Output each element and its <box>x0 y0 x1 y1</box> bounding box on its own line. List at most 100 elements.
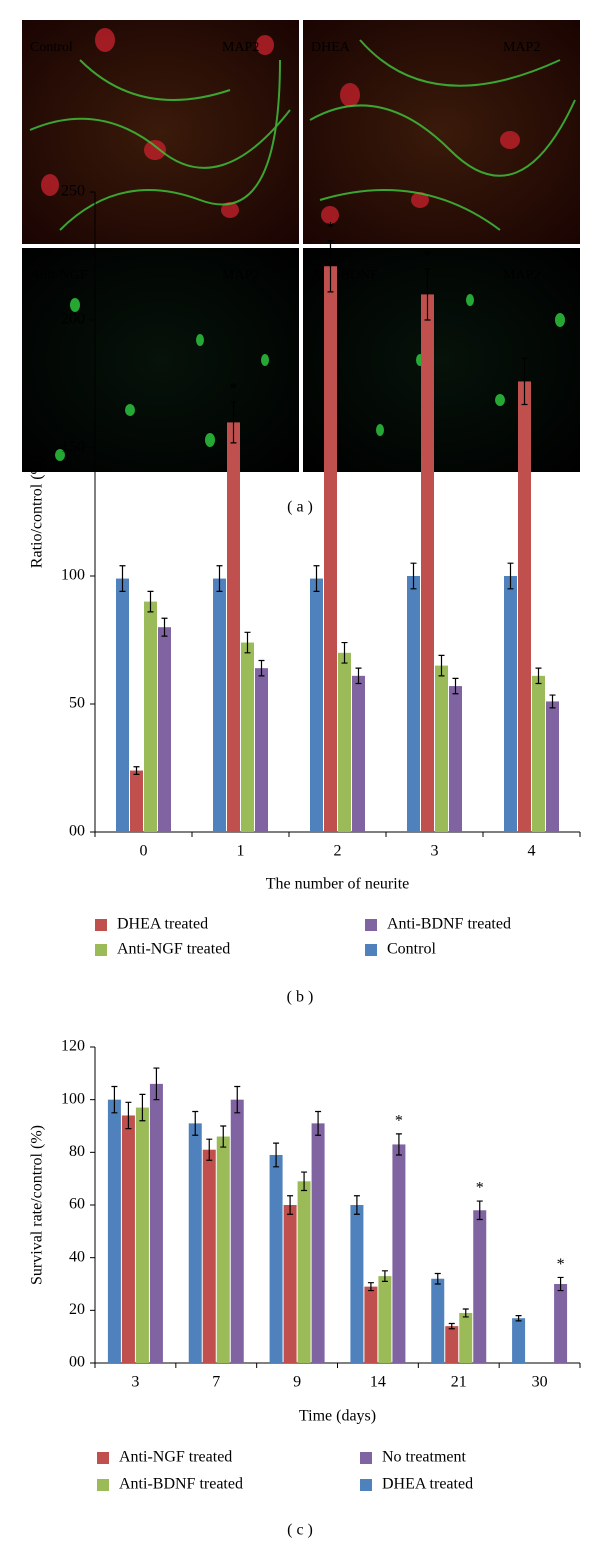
error-bar <box>147 590 154 613</box>
micrograph <box>303 20 580 244</box>
x-tick-label: 3 <box>131 1374 139 1391</box>
y-tick-label: 200 <box>61 311 85 328</box>
bar <box>213 578 226 832</box>
error-bar <box>244 631 251 654</box>
bar <box>392 1144 406 1363</box>
error-bar <box>119 565 126 592</box>
bar <box>297 1181 311 1363</box>
cells <box>41 28 520 224</box>
bar <box>227 422 240 832</box>
error-bar <box>410 562 417 590</box>
x-tick-label: 30 <box>532 1374 548 1391</box>
error-bar <box>462 1308 469 1318</box>
legend-label: Control <box>387 941 436 958</box>
legend-label: Anti-NGF treated <box>117 941 230 958</box>
bar <box>255 668 268 832</box>
x-axis-title: Time (days) <box>299 1408 376 1425</box>
error-bar <box>301 1171 308 1192</box>
error-bar <box>161 617 168 637</box>
bar <box>473 1210 487 1363</box>
caption: ( b ) <box>287 989 314 1006</box>
bar <box>158 627 171 832</box>
error-bar <box>367 1282 374 1292</box>
error-bar <box>521 357 528 406</box>
bar <box>435 665 448 832</box>
panel-label: Control <box>30 40 73 55</box>
x-tick-label: 9 <box>293 1374 301 1391</box>
x-tick-label: 14 <box>370 1374 386 1391</box>
error-bar <box>327 240 334 293</box>
error-bar <box>395 1133 402 1156</box>
bar <box>310 578 323 832</box>
bar <box>554 1284 568 1363</box>
y-tick-label: 100 <box>61 567 85 584</box>
y-tick-label: 100 <box>61 1090 85 1107</box>
bar <box>144 601 157 832</box>
neurites <box>29 39 576 231</box>
stain-label: MAP2 <box>503 268 540 283</box>
bar <box>269 1154 283 1363</box>
bar <box>364 1286 378 1363</box>
y-tick-label: 20 <box>69 1301 85 1318</box>
bar <box>532 675 545 832</box>
y-tick-label: 40 <box>69 1248 85 1265</box>
caption: ( c ) <box>287 1522 313 1539</box>
bar <box>518 381 531 832</box>
y-tick-label: 50 <box>69 695 85 712</box>
bar <box>512 1318 526 1363</box>
bar <box>324 266 337 832</box>
error-bar <box>438 654 445 677</box>
y-tick-label: 60 <box>69 1196 85 1213</box>
error-bar <box>216 565 223 592</box>
bar <box>107 1099 121 1363</box>
bar <box>378 1276 392 1363</box>
micrograph <box>22 20 299 244</box>
bar <box>407 576 420 832</box>
stain-label: MAP2 <box>222 40 259 55</box>
error-bar <box>133 766 140 775</box>
x-tick-label: 7 <box>212 1374 220 1391</box>
panel-label: Anti-BDNF <box>311 268 378 283</box>
error-bar <box>424 268 431 321</box>
error-bar <box>125 1101 132 1130</box>
significance-mark: * <box>476 1180 484 1197</box>
legend-swatch <box>360 1479 372 1491</box>
legend-label: Anti-NGF treated <box>119 1449 232 1466</box>
bar <box>283 1205 297 1363</box>
x-tick-label: 3 <box>431 843 439 860</box>
x-tick-label: 4 <box>528 843 536 860</box>
error-bar <box>153 1067 160 1101</box>
error-bar <box>341 641 348 664</box>
error-bar <box>258 659 265 677</box>
y-axis-title: Survival rate/control (%) <box>29 1125 46 1285</box>
significance-mark: * <box>230 381 238 398</box>
y-tick-label: 00 <box>69 823 85 840</box>
bar <box>449 686 462 832</box>
error-bar <box>381 1270 388 1282</box>
error-bar <box>315 1110 322 1136</box>
error-bar <box>287 1195 294 1215</box>
error-bar <box>507 562 514 590</box>
error-bar <box>557 1276 564 1292</box>
error-bar <box>452 677 459 695</box>
bar <box>431 1278 445 1363</box>
legend-swatch <box>95 919 107 931</box>
error-bar <box>515 1315 522 1322</box>
bar <box>230 1099 244 1363</box>
legend-label: No treatment <box>382 1449 467 1466</box>
bar <box>116 578 129 832</box>
y-tick-label: 00 <box>69 1354 85 1371</box>
x-tick-label: 21 <box>451 1374 467 1391</box>
y-axis-title: Ratio/control (%) <box>29 456 46 568</box>
significance-mark: * <box>395 1113 403 1130</box>
bar <box>546 701 559 832</box>
legend-label: Anti-BDNF treated <box>119 1476 243 1493</box>
x-axis-title: The number of neurite <box>266 876 410 893</box>
error-bar <box>549 694 556 709</box>
error-bar <box>434 1272 441 1285</box>
bar <box>149 1083 163 1363</box>
significance-mark: * <box>327 219 335 236</box>
bar <box>338 652 351 832</box>
error-bar <box>139 1093 146 1122</box>
error-bar <box>273 1142 280 1168</box>
